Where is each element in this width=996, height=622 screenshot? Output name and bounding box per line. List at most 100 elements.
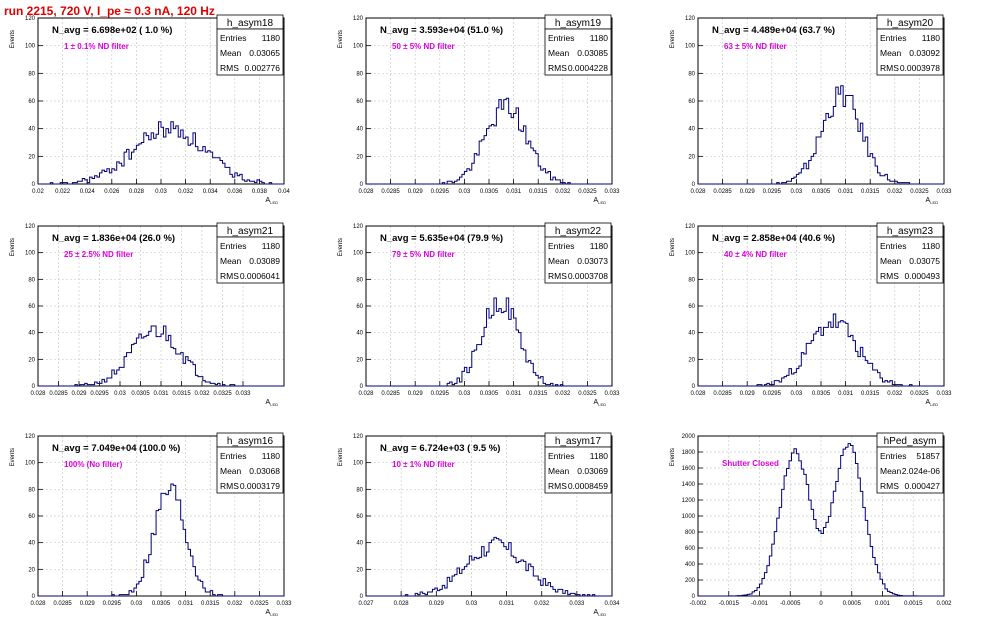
x-tick-label: 0.0305 [812,189,831,195]
stats-key: Entries [880,241,906,251]
y-tick-label: 20 [688,154,695,160]
stats-value: 0.002776 [245,63,281,73]
x-tick-label: -0.0015 [719,601,740,607]
x-tick-label: 0.028 [30,391,46,397]
navg-label: N_avg = 3.593e+04 (51.0 %) [380,25,503,36]
stats-value: 0.0008459 [568,481,608,491]
stats-key: Entries [220,451,246,461]
y-tick-label: 60 [688,304,695,310]
x-tick-label: 0.033 [604,189,620,195]
stats-key: Mean [548,256,570,266]
x-tick-label: 0.028 [30,601,46,607]
x-axis-label: ALED [594,197,607,205]
histogram-panel-h_asym20: 0.028 0.0285 0.029 0.0295 0.03 0.0305 0.031 0.0… [670,14,952,205]
stats-box-title: h_asym18 [227,18,274,29]
x-tick-label: 0.032 [194,391,210,397]
y-tick-label: 100 [685,251,696,257]
filter-annotation: 100% (No filter) [64,460,123,469]
histogram-panel-h_asym23: 0.028 0.0285 0.029 0.0295 0.03 0.0305 0.031 0.0… [670,222,952,407]
stats-key: RMS [220,63,239,73]
x-tick-label: 0.0325 [578,391,597,397]
navg-label: N_avg = 6.724e+03 ( 9.5 %) [380,443,500,454]
y-tick-label: 40 [28,331,35,337]
y-tick-label: 60 [28,99,35,105]
y-tick-label: 120 [353,434,364,440]
y-tick-label: 20 [28,357,35,363]
y-tick-label: 0 [360,594,364,600]
stats-value: 0.03075 [909,256,940,266]
x-tick-label: 0.032 [887,391,903,397]
stats-value: 0.000427 [905,481,941,491]
y-tick-label: 600 [685,546,696,552]
stats-value: 1180 [262,241,281,251]
x-tick-label: 0.0325 [250,601,269,607]
histogram-panel-h_asym19: 0.028 0.0285 0.029 0.0295 0.03 0.0305 0.031 0.0… [338,14,620,205]
x-tick-label: 0.0285 [713,189,732,195]
y-tick-label: 100 [353,461,364,467]
stats-key: RMS [548,63,567,73]
y-tick-label: 0 [32,182,36,188]
y-tick-label: 80 [28,71,35,77]
y-tick-label: 120 [353,224,364,230]
navg-label: N_avg = 5.635e+04 (79.9 %) [380,233,503,244]
y-tick-label: 60 [356,304,363,310]
y-tick-label: 40 [28,127,35,133]
x-tick-label: 0.0285 [49,391,68,397]
stats-key: RMS [548,271,567,281]
x-tick-label: 0.031 [506,391,522,397]
x-tick-label: 0.0295 [431,391,450,397]
stats-key: Entries [548,241,574,251]
stats-value: 1180 [590,33,609,43]
x-tick-label: 0.029 [71,391,87,397]
x-tick-label: 0.032 [555,391,571,397]
y-tick-label: 40 [688,127,695,133]
x-tick-label: 0.031 [178,601,194,607]
histogram-line [698,443,944,597]
x-tick-label: 0 [819,601,823,607]
filter-annotation: 79 ± 5% ND filter [392,250,455,259]
stats-value: 1180 [590,241,609,251]
x-tick-label: 0.0285 [53,601,72,607]
x-tick-label: 0.0295 [103,601,122,607]
x-tick-label: 0.032 [887,189,903,195]
y-tick-label: 40 [356,331,363,337]
x-tick-label: 0.0305 [480,189,499,195]
y-tick-label: 1000 [682,514,696,520]
y-tick-label: 60 [356,514,363,520]
x-tick-label: 0.032 [227,601,243,607]
histogram-line [38,483,284,597]
x-tick-label: 0.033 [936,391,952,397]
y-tick-label: 40 [356,541,363,547]
x-tick-label: 0.024 [80,189,96,195]
x-tick-label: 0.0015 [904,601,923,607]
x-tick-label: 0.03 [466,601,478,607]
x-tick-label: 0.03 [791,391,803,397]
x-axis-label: ALED [266,197,279,205]
stats-box-title: hPed_asym [884,436,937,447]
stats-value: 0.03092 [909,48,940,58]
stats-key: Entries [880,451,906,461]
x-axis-label: ALED [266,609,279,617]
y-tick-label: 40 [688,331,695,337]
stats-value: 0.03069 [577,466,608,476]
x-tick-label: 0.028 [358,391,374,397]
y-tick-label: 40 [28,541,35,547]
stats-box-title: h_asym23 [887,226,934,237]
y-tick-label: 60 [28,514,35,520]
x-tick-label: 0.031 [506,189,522,195]
y-tick-label: 800 [685,530,696,536]
x-tick-label: 0.033 [276,601,292,607]
y-tick-label: 100 [685,44,696,50]
y-tick-label: 1400 [682,482,696,488]
histogram-line [366,97,612,185]
x-tick-label: 0.027 [358,601,374,607]
x-tick-label: 0.0285 [381,391,400,397]
navg-label: N_avg = 6.698e+02 ( 1.0 %) [52,25,172,36]
filter-annotation: 25 ± 2.5% ND filter [64,250,133,259]
x-tick-label: 0.0305 [152,601,171,607]
x-tick-label: 0.032 [178,189,194,195]
x-tick-label: 0.001 [875,601,891,607]
x-tick-label: 0.028 [358,189,374,195]
stats-value: 1180 [922,241,941,251]
x-tick-label: -0.0005 [780,601,801,607]
